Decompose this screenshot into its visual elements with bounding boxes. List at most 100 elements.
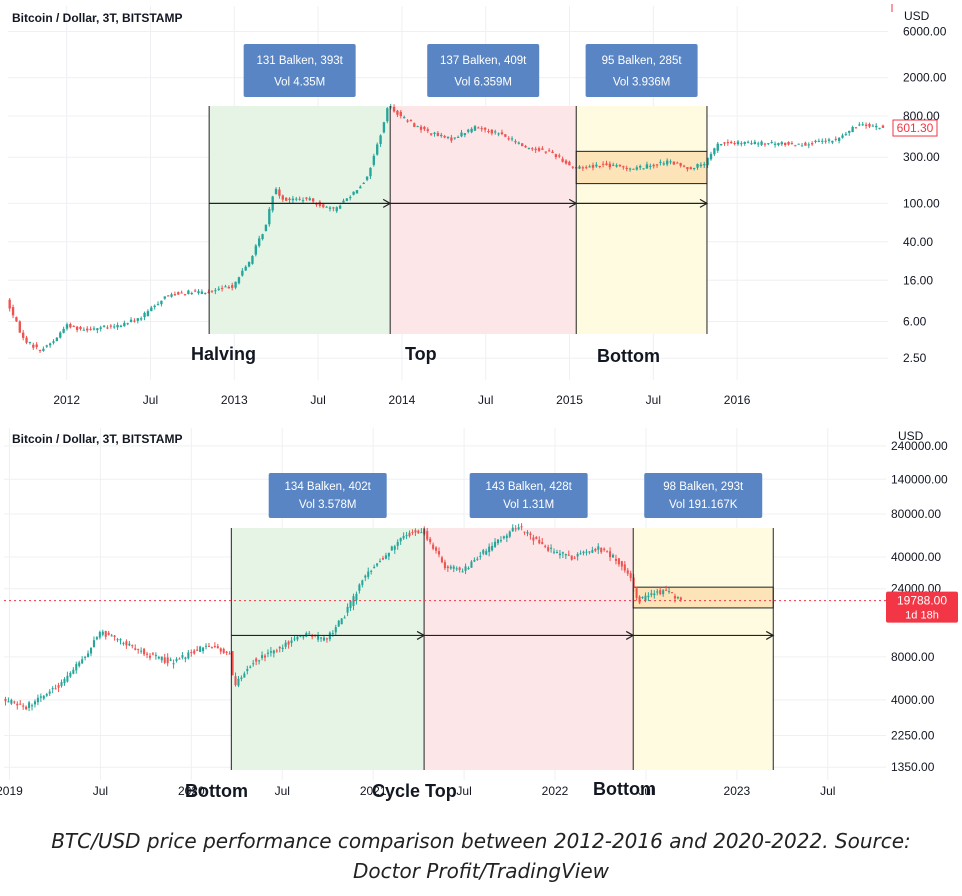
candle-body (753, 141, 757, 145)
x-tick-label: 2020 (178, 784, 205, 798)
candle-body (585, 551, 588, 553)
candle-body (396, 110, 399, 115)
candle-body (538, 539, 541, 544)
candle-body (523, 531, 526, 533)
candle-body (10, 699, 13, 704)
candle-body (343, 617, 346, 619)
candle-body (564, 554, 567, 556)
candle-body (558, 553, 561, 556)
candle-body (679, 597, 682, 600)
candle-body (106, 327, 109, 329)
candle-body (387, 552, 390, 557)
candle-body (349, 197, 352, 199)
candle-body (810, 143, 814, 145)
candle-body (386, 108, 389, 122)
candle-body (787, 142, 790, 145)
candle-body (649, 165, 652, 167)
candle-body (69, 323, 72, 328)
candle-body (821, 140, 824, 142)
candle-body (482, 550, 485, 554)
candle-body (328, 207, 332, 209)
candle-body (367, 571, 370, 577)
candle-body (531, 148, 534, 150)
candle-body (35, 344, 38, 348)
candle-body (382, 122, 386, 133)
candle-body (541, 542, 544, 545)
candle-body (517, 527, 520, 530)
candle-body (443, 562, 446, 569)
candle-body (213, 646, 216, 648)
candle-body (517, 142, 520, 144)
candle-body (4, 698, 7, 702)
candle-body (13, 701, 16, 703)
candle-body (848, 130, 851, 133)
candle-body (207, 291, 210, 293)
candle-body (116, 324, 119, 328)
candle-body (365, 176, 369, 180)
candle-body (87, 653, 90, 658)
candle-body (101, 631, 104, 635)
candle-body (266, 652, 269, 654)
candle-body (261, 234, 264, 240)
candle-body (723, 142, 726, 144)
candle-body (494, 541, 497, 547)
candle-body (177, 292, 180, 295)
candle-body (72, 325, 75, 327)
candle-body (614, 558, 617, 561)
candle-body (16, 703, 19, 706)
candle-body (69, 672, 72, 677)
candle-body (497, 133, 500, 135)
candle-body (204, 645, 208, 647)
candle-body (591, 550, 594, 553)
candle-body (308, 198, 311, 201)
candle-body (458, 567, 461, 570)
candle-body (408, 532, 411, 537)
candle-body (763, 143, 767, 145)
candle-body (295, 198, 298, 200)
candle-body (296, 636, 299, 640)
candle-body (322, 637, 326, 641)
candle-body (187, 652, 190, 659)
candle-body (379, 135, 382, 144)
candle-body (526, 532, 529, 534)
candle-body (581, 167, 585, 169)
y-tick-label: 100.00 (903, 196, 940, 210)
candle-body (370, 570, 373, 572)
candle-body (625, 167, 628, 170)
candle-body (278, 189, 281, 196)
candle-body (352, 191, 355, 195)
candle-body (102, 325, 106, 327)
candle-body (440, 134, 443, 137)
candle-body (460, 132, 463, 137)
x-tick-label: Jul (275, 784, 290, 798)
candle-body (733, 143, 736, 145)
info-box-volume: Vol 3.936M (613, 76, 671, 88)
candle-body (55, 337, 59, 342)
price-chart-2019-2023[interactable]: 134 Balken, 402t Vol 3.578M 143 Balken, 42… (0, 422, 962, 822)
candle-body (57, 685, 60, 688)
candle-body (645, 164, 649, 169)
info-box: 143 Balken, 428t Vol 1.31M (469, 473, 588, 518)
candle-body (181, 655, 184, 658)
candle-body (844, 133, 848, 135)
candle-body (30, 705, 34, 707)
candle-body (42, 348, 45, 351)
candle-body (623, 564, 626, 571)
x-tick-label: Jul (478, 393, 493, 407)
price-chart-2012-2016[interactable]: 131 Balken, 393t Vol 4.35M 137 Balken, 409… (0, 0, 962, 412)
candle-body (21, 332, 25, 338)
candle-body (746, 141, 750, 143)
info-box: 95 Balken, 285t Vol 3.936M (585, 44, 698, 97)
arrow-head (765, 630, 775, 640)
chart-panel-2019-2023: 134 Balken, 402t Vol 3.578M 143 Balken, 42… (0, 422, 962, 822)
candle-body (706, 157, 709, 166)
candle-body (98, 632, 101, 638)
candle-body (520, 526, 523, 528)
candle-body (736, 141, 740, 145)
candle-body (797, 143, 800, 145)
candle-body (453, 137, 456, 139)
last-price-value: 19788.00 (897, 594, 947, 608)
candle-body (89, 647, 93, 654)
candle-body (696, 163, 699, 168)
candle-body (547, 150, 551, 152)
